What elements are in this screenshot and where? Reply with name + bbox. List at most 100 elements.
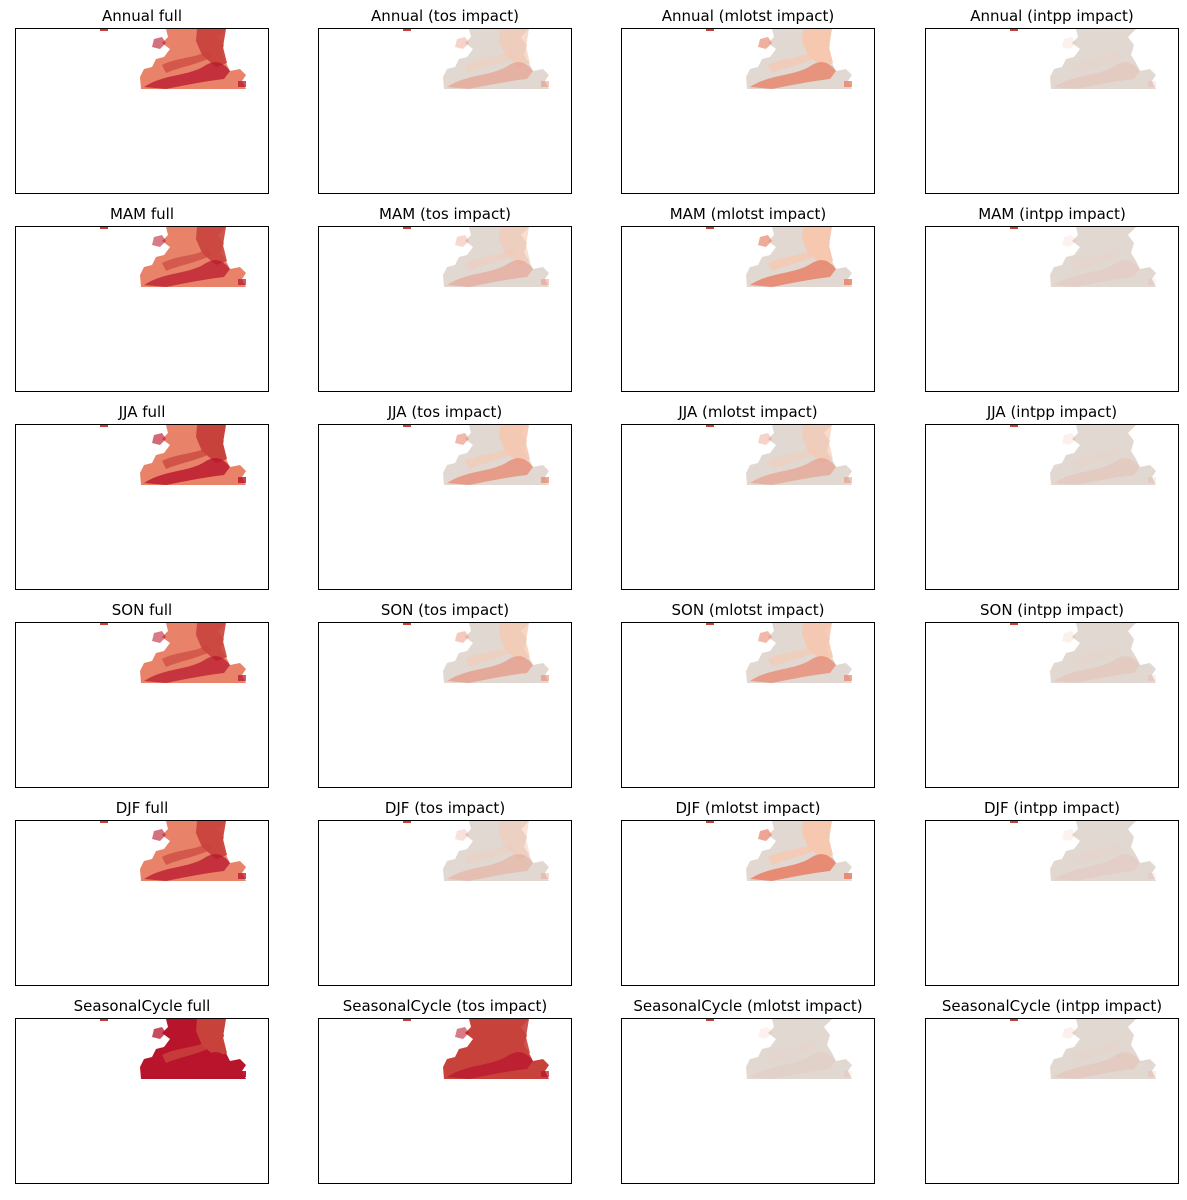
region-blob: [758, 829, 772, 841]
map-frame: [15, 28, 269, 194]
speck-mark: [403, 821, 411, 823]
speck-mark: [403, 29, 411, 31]
band-south: [1054, 458, 1140, 485]
region-north: [196, 227, 227, 265]
band-south: [750, 458, 836, 485]
region-east: [541, 81, 549, 87]
map-panel: SON (tos impact): [318, 600, 572, 796]
region-north: [196, 623, 227, 661]
map-frame: [318, 820, 572, 986]
map-frame: [925, 424, 1179, 590]
band-mid: [768, 1041, 818, 1063]
panel-title: DJF (intpp impact): [983, 799, 1121, 817]
speck-mark: [100, 821, 108, 823]
speck-mark: [100, 623, 108, 625]
region-blob: [455, 631, 469, 643]
band-mid: [1072, 1041, 1122, 1063]
region-blob: [455, 829, 469, 841]
panel-title: SeasonalCycle (tos impact): [342, 997, 548, 1015]
map-svg: [100, 1019, 246, 1079]
region-east: [541, 675, 549, 681]
speck-mark: [403, 425, 411, 427]
map-svg: [100, 821, 246, 881]
band-south: [144, 62, 230, 89]
map-panel: MAM (tos impact): [318, 204, 572, 400]
map-panel: JJA full: [15, 402, 269, 598]
map-svg: [1010, 425, 1156, 485]
band-mid: [465, 51, 515, 73]
map-svg: [100, 623, 246, 683]
map-frame: [15, 424, 269, 590]
region-east: [1148, 477, 1156, 483]
map-panel: Annual full: [15, 6, 269, 202]
region-north: [499, 29, 530, 67]
map-svg: [1010, 821, 1156, 881]
map-frame: [925, 820, 1179, 986]
map-svg: [403, 425, 549, 485]
band-south: [750, 260, 836, 287]
band-south: [447, 62, 533, 89]
region-east: [844, 675, 852, 681]
panel-title: JJA (tos impact): [387, 403, 503, 421]
map-panel: JJA (intpp impact): [925, 402, 1179, 598]
region-north: [499, 227, 530, 265]
region-east: [1148, 279, 1156, 285]
region-north: [196, 29, 227, 67]
map-panel: JJA (mlotst impact): [621, 402, 875, 598]
speck-mark: [403, 1019, 411, 1021]
region-east: [1148, 873, 1156, 879]
panel-title: SON (tos impact): [380, 601, 510, 619]
map-frame: [925, 622, 1179, 788]
map-frame: [621, 226, 875, 392]
map-frame: [621, 622, 875, 788]
band-mid: [1072, 51, 1122, 73]
band-mid: [465, 843, 515, 865]
speck-mark: [706, 1019, 714, 1021]
region-east: [238, 675, 246, 681]
band-mid: [1072, 447, 1122, 469]
band-mid: [768, 249, 818, 271]
map-frame: [318, 1018, 572, 1184]
band-mid: [162, 645, 212, 667]
region-east: [1148, 675, 1156, 681]
region-base: [1050, 821, 1156, 881]
band-mid: [1072, 249, 1122, 271]
band-south: [447, 1052, 533, 1079]
map-panel: MAM full: [15, 204, 269, 400]
speck-mark: [100, 29, 108, 31]
panel-title: DJF (tos impact): [384, 799, 506, 817]
band-mid: [465, 1041, 515, 1063]
map-svg: [706, 821, 852, 881]
region-east: [541, 279, 549, 285]
panel-title: SON (mlotst impact): [671, 601, 825, 619]
band-south: [447, 458, 533, 485]
map-panel: JJA (tos impact): [318, 402, 572, 598]
panel-title: JJA full: [118, 403, 166, 421]
speck-mark: [1010, 623, 1018, 625]
panel-title: SON full: [111, 601, 173, 619]
map-frame: [15, 1018, 269, 1184]
region-east: [238, 81, 246, 87]
region-north: [499, 1019, 530, 1057]
map-panel: Annual (mlotst impact): [621, 6, 875, 202]
band-mid: [768, 645, 818, 667]
region-east: [844, 477, 852, 483]
band-south: [144, 260, 230, 287]
band-south: [447, 260, 533, 287]
map-frame: [15, 820, 269, 986]
map-panel: SeasonalCycle full: [15, 996, 269, 1192]
map-panel: SeasonalCycle (intpp impact): [925, 996, 1179, 1192]
region-north: [196, 425, 227, 463]
map-panel: DJF full: [15, 798, 269, 994]
band-mid: [1072, 843, 1122, 865]
band-south: [144, 1052, 230, 1079]
region-blob: [758, 235, 772, 247]
region-north: [499, 821, 530, 859]
map-frame: [621, 28, 875, 194]
map-svg: [1010, 623, 1156, 683]
region-blob: [758, 631, 772, 643]
band-mid: [465, 645, 515, 667]
region-east: [238, 1071, 246, 1077]
map-panel: SON full: [15, 600, 269, 796]
region-north: [196, 1019, 227, 1057]
